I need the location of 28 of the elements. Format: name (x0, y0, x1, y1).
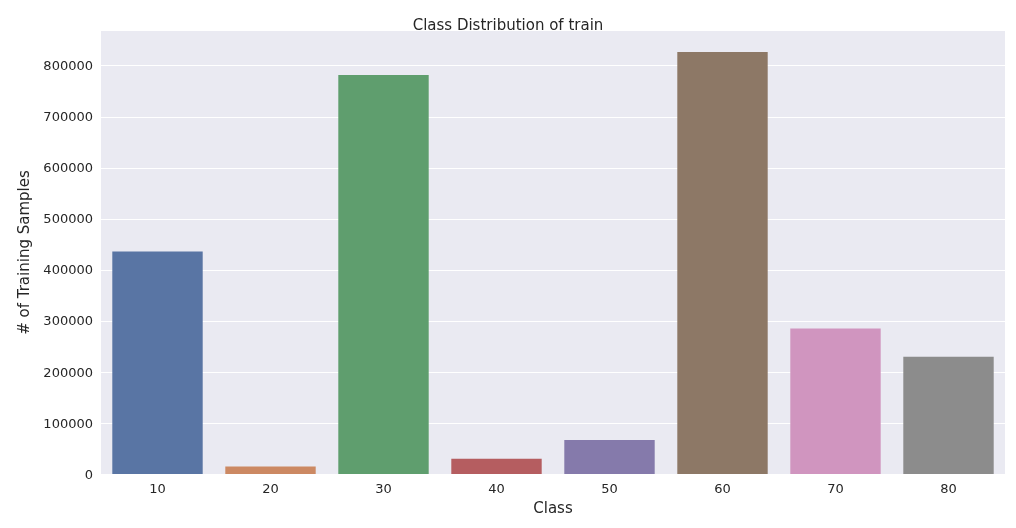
y-tick-label: 400000 (43, 262, 93, 278)
y-tick-label: 200000 (43, 364, 93, 380)
y-tick-label: 600000 (43, 160, 93, 176)
x-tick-label: 40 (488, 481, 505, 497)
x-tick-label: 20 (262, 481, 279, 497)
bar (903, 356, 994, 475)
bar (112, 251, 203, 475)
bar (338, 74, 429, 475)
bar (225, 466, 316, 475)
bar (451, 458, 542, 475)
y-tick-label: 500000 (43, 211, 93, 227)
y-tick-label: 800000 (43, 58, 93, 74)
bar (677, 51, 768, 475)
bar (790, 328, 881, 475)
x-tick-label: 50 (601, 481, 618, 497)
x-tick-label: 80 (940, 481, 957, 497)
chart-title: Class Distribution of train (412, 15, 604, 34)
y-axis-title: # of Training Samples (14, 170, 33, 335)
bar (564, 439, 655, 475)
x-axis-title: Class (533, 498, 573, 517)
y-tick-label: 300000 (43, 313, 93, 329)
x-tick-label: 60 (714, 481, 731, 497)
x-tick-label: 30 (375, 481, 392, 497)
x-tick-label: 10 (149, 481, 166, 497)
y-tick-label: 700000 (43, 109, 93, 125)
x-tick-label: 70 (827, 481, 844, 497)
y-tick-label: 0 (84, 466, 93, 482)
y-tick-label: 100000 (43, 415, 93, 431)
